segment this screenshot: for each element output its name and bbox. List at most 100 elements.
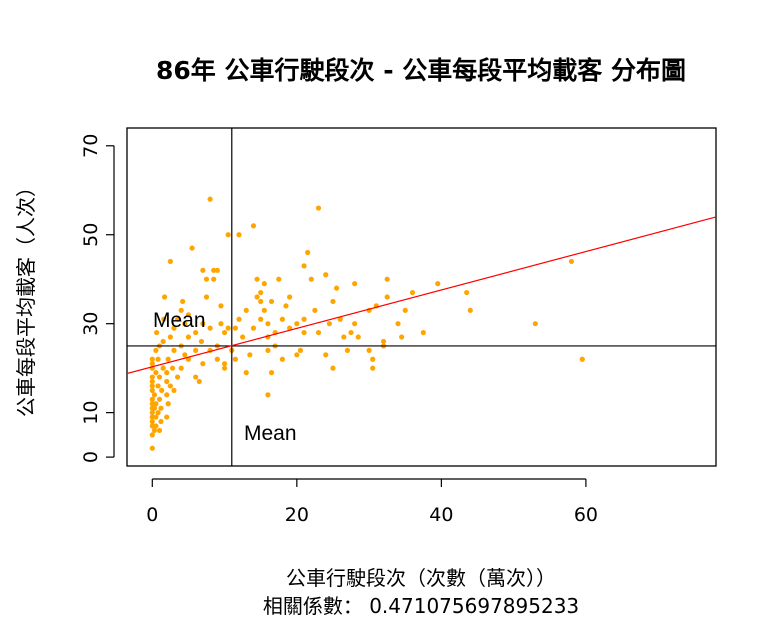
data-point: [193, 374, 199, 380]
data-point: [149, 387, 155, 393]
data-point: [171, 347, 177, 353]
data-point: [265, 347, 271, 353]
data-point: [164, 378, 170, 385]
data-point: [579, 356, 585, 362]
data-point: [218, 303, 224, 309]
data-point: [214, 356, 220, 362]
data-point: [435, 281, 441, 287]
data-point: [193, 329, 199, 336]
data-point: [330, 298, 336, 305]
data-point: [211, 267, 217, 273]
x-tick-label: 60: [574, 504, 598, 526]
data-point: [258, 316, 264, 322]
data-point: [323, 352, 329, 358]
y-tick-label: 30: [80, 312, 102, 336]
data-point: [232, 325, 239, 331]
data-point: [189, 245, 195, 251]
data-point: [203, 294, 210, 300]
data-points: [149, 196, 585, 451]
data-point: [151, 427, 158, 434]
mean-x-annotation: Mean: [244, 422, 297, 445]
data-point: [207, 196, 213, 202]
data-point: [312, 307, 318, 313]
data-point: [155, 383, 161, 389]
data-point: [384, 276, 390, 282]
data-point: [153, 401, 159, 407]
data-point: [198, 338, 205, 345]
data-point: [261, 281, 267, 287]
data-point: [164, 414, 170, 420]
y-axis-label: 公車每段平均載客（人次）: [14, 177, 38, 417]
data-point: [261, 307, 267, 313]
data-point: [232, 356, 239, 362]
data-point: [165, 356, 171, 362]
data-point: [165, 401, 171, 407]
data-point: [308, 276, 314, 282]
data-point: [402, 307, 408, 313]
data-point: [153, 370, 159, 376]
data-point: [149, 356, 155, 362]
data-point: [149, 414, 155, 420]
data-point: [532, 321, 538, 327]
data-point: [156, 427, 163, 434]
data-point: [156, 374, 163, 380]
data-point: [352, 321, 358, 327]
data-point: [370, 365, 376, 371]
data-point: [178, 365, 184, 371]
data-point: [154, 329, 160, 336]
data-point: [151, 405, 158, 411]
data-point: [287, 294, 293, 300]
data-point: [568, 258, 575, 265]
data-point: [164, 392, 170, 398]
data-point: [341, 334, 347, 340]
data-point: [169, 365, 176, 371]
data-point: [149, 383, 155, 389]
data-point: [158, 418, 164, 425]
data-point: [268, 298, 275, 305]
data-point: [337, 316, 343, 322]
data-point: [268, 370, 275, 376]
data-point: [236, 316, 242, 322]
data-point: [384, 294, 390, 300]
data-point: [254, 276, 260, 282]
data-point: [301, 263, 307, 269]
data-point: [200, 321, 206, 327]
data-point: [200, 361, 206, 367]
data-point: [178, 307, 184, 313]
data-point: [180, 298, 186, 305]
data-point: [301, 316, 307, 322]
x-axis-label: 公車行駛段次（次數（萬次））: [286, 566, 556, 590]
data-point: [395, 321, 401, 327]
x-tick-label: 0: [146, 504, 158, 526]
data-point: [149, 423, 155, 429]
data-point: [167, 258, 173, 265]
chart-title: 86年 公車行駛段次 - 公車每段平均載客 分布圖: [156, 56, 686, 85]
data-point: [294, 352, 300, 358]
y-tick-label: 0: [80, 451, 102, 463]
data-point: [149, 374, 155, 380]
data-point: [236, 232, 242, 238]
trend-line: [126, 216, 717, 375]
data-point: [207, 325, 213, 331]
data-point: [149, 410, 155, 416]
data-point: [171, 325, 177, 331]
data-point: [344, 347, 351, 353]
data-point: [247, 352, 253, 358]
data-point: [409, 289, 416, 296]
data-point: [243, 307, 249, 313]
data-point: [149, 401, 155, 407]
data-point: [214, 267, 220, 273]
data-point: [225, 325, 231, 331]
data-point: [218, 321, 224, 327]
x-tick-label: 20: [285, 504, 309, 526]
data-point: [158, 405, 164, 411]
data-point: [464, 289, 470, 296]
data-point: [167, 383, 173, 389]
data-point: [370, 356, 376, 362]
data-point: [149, 418, 155, 425]
data-point: [171, 387, 177, 393]
data-point: [348, 329, 354, 336]
data-point: [315, 205, 322, 211]
data-point: [161, 294, 168, 300]
